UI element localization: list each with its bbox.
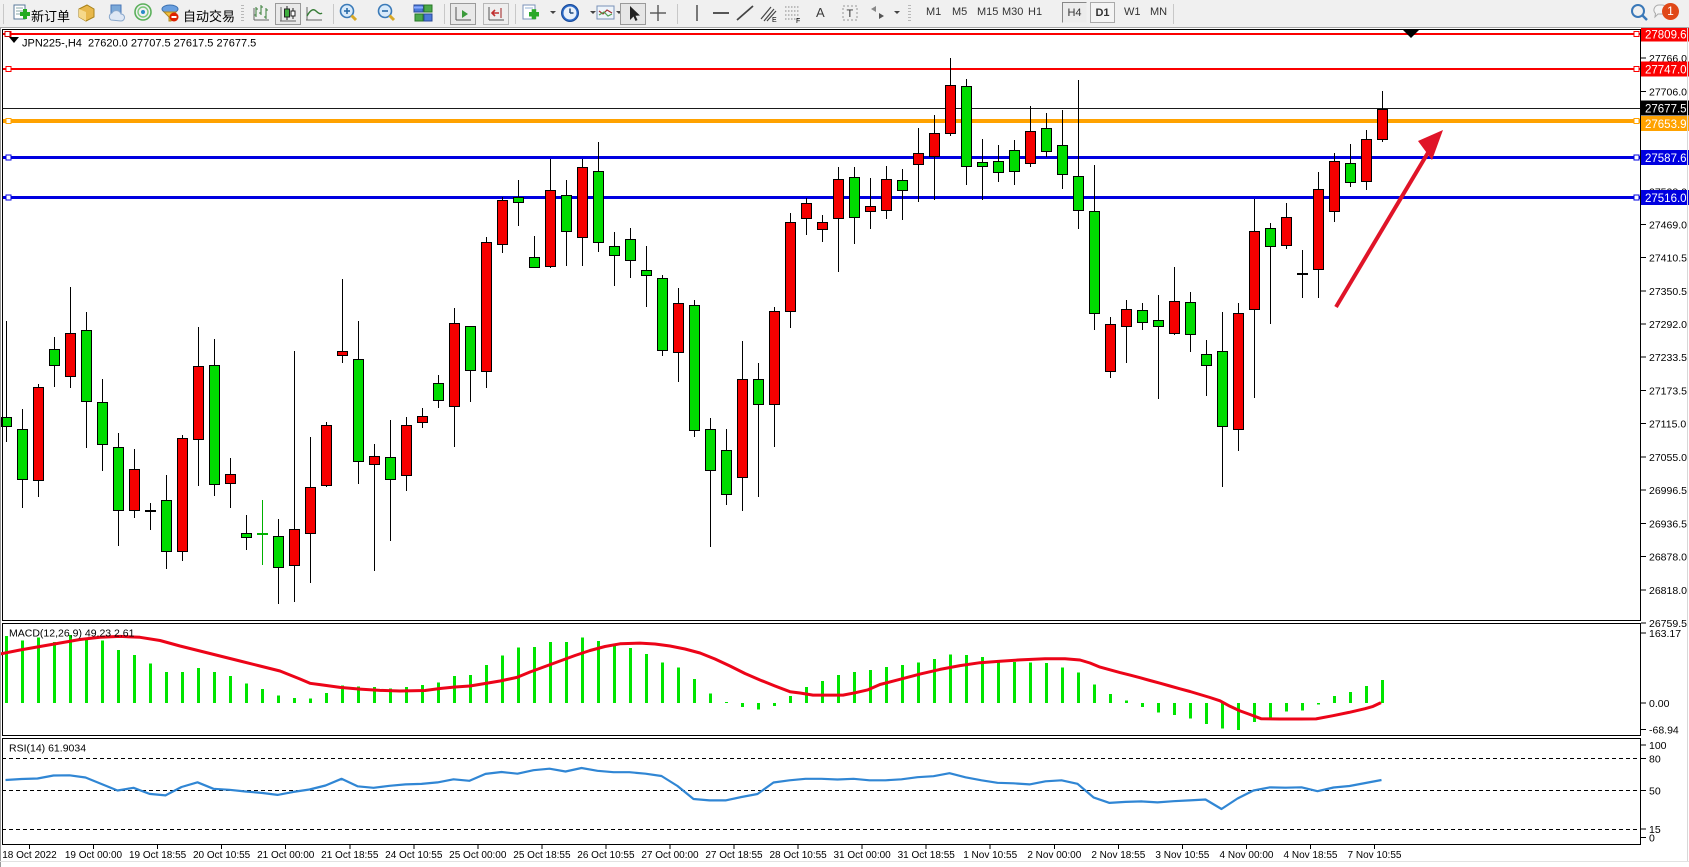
svg-text:-68.94: -68.94: [1649, 724, 1679, 736]
svg-text:26759.5: 26759.5: [1649, 618, 1687, 630]
svg-text:15: 15: [1649, 824, 1661, 836]
svg-text:163.17: 163.17: [1649, 628, 1681, 640]
svg-text:26818.0: 26818.0: [1649, 585, 1687, 597]
svg-text:3 Nov 10:55: 3 Nov 10:55: [1155, 850, 1209, 861]
svg-text:27653.9: 27653.9: [1645, 119, 1687, 131]
svg-text:27747.0: 27747.0: [1645, 65, 1687, 77]
svg-text:25 Oct 00:00: 25 Oct 00:00: [449, 850, 507, 861]
svg-text:F: F: [796, 18, 800, 25]
svg-text:27 Oct 00:00: 27 Oct 00:00: [641, 850, 699, 861]
svg-text:26 Oct 10:55: 26 Oct 10:55: [577, 850, 635, 861]
svg-text:4 Nov 18:55: 4 Nov 18:55: [1284, 850, 1338, 861]
svg-text:27 Oct 18:55: 27 Oct 18:55: [705, 850, 763, 861]
svg-text:1 Nov 10:55: 1 Nov 10:55: [963, 850, 1017, 861]
svg-text:27587.6: 27587.6: [1645, 153, 1687, 165]
svg-text:21 Oct 00:00: 21 Oct 00:00: [257, 850, 315, 861]
svg-text:27469.0: 27469.0: [1649, 220, 1687, 232]
svg-text:2 Nov 00:00: 2 Nov 00:00: [1027, 850, 1081, 861]
svg-text:27706.0: 27706.0: [1649, 87, 1687, 99]
svg-text:21 Oct 18:55: 21 Oct 18:55: [321, 850, 379, 861]
svg-text:27292.0: 27292.0: [1649, 319, 1687, 331]
svg-text:0.00: 0.00: [1649, 698, 1670, 710]
svg-text:80: 80: [1649, 754, 1661, 766]
svg-text:E: E: [772, 17, 777, 24]
svg-text:27677.5: 27677.5: [1645, 104, 1687, 116]
svg-text:JPN225-,H4 27620.0 27707.5 27: JPN225-,H4 27620.0 27707.5 27617.5 27677…: [22, 38, 256, 50]
svg-text:27410.5: 27410.5: [1649, 253, 1687, 265]
svg-text:19 Oct 18:55: 19 Oct 18:55: [129, 850, 187, 861]
svg-text:24 Oct 10:55: 24 Oct 10:55: [385, 850, 443, 861]
svg-text:25 Oct 18:55: 25 Oct 18:55: [513, 850, 571, 861]
svg-text:4 Nov 00:00: 4 Nov 00:00: [1220, 850, 1274, 861]
svg-text:27055.0: 27055.0: [1649, 452, 1687, 464]
svg-text:20 Oct 10:55: 20 Oct 10:55: [193, 850, 251, 861]
svg-text:7 Nov 10:55: 7 Nov 10:55: [1348, 850, 1402, 861]
svg-text:27115.0: 27115.0: [1649, 418, 1686, 430]
svg-text:19 Oct 00:00: 19 Oct 00:00: [65, 850, 123, 861]
svg-text:28 Oct 10:55: 28 Oct 10:55: [769, 850, 827, 861]
svg-text:31 Oct 18:55: 31 Oct 18:55: [898, 850, 956, 861]
svg-text:26936.5: 26936.5: [1649, 519, 1687, 531]
svg-text:RSI(14) 61.9034: RSI(14) 61.9034: [9, 743, 86, 755]
svg-text:T: T: [847, 8, 854, 20]
svg-text:MACD(12,26,9) 49.23 2.61: MACD(12,26,9) 49.23 2.61: [9, 628, 135, 640]
svg-text:26996.5: 26996.5: [1649, 485, 1687, 497]
svg-text:27809.6: 27809.6: [1645, 30, 1687, 42]
svg-text:27233.5: 27233.5: [1649, 352, 1687, 364]
svg-text:2 Nov 18:55: 2 Nov 18:55: [1091, 850, 1145, 861]
svg-text:18 Oct 2022: 18 Oct 2022: [2, 850, 57, 861]
svg-text:31 Oct 00:00: 31 Oct 00:00: [833, 850, 891, 861]
svg-text:27516.0: 27516.0: [1645, 193, 1687, 205]
svg-text:27173.5: 27173.5: [1649, 386, 1687, 398]
svg-text:100: 100: [1649, 740, 1667, 752]
svg-text:0: 0: [1649, 833, 1655, 845]
svg-text:50: 50: [1649, 785, 1661, 797]
svg-text:27350.5: 27350.5: [1649, 286, 1687, 298]
svg-text:26878.0: 26878.0: [1649, 551, 1687, 563]
